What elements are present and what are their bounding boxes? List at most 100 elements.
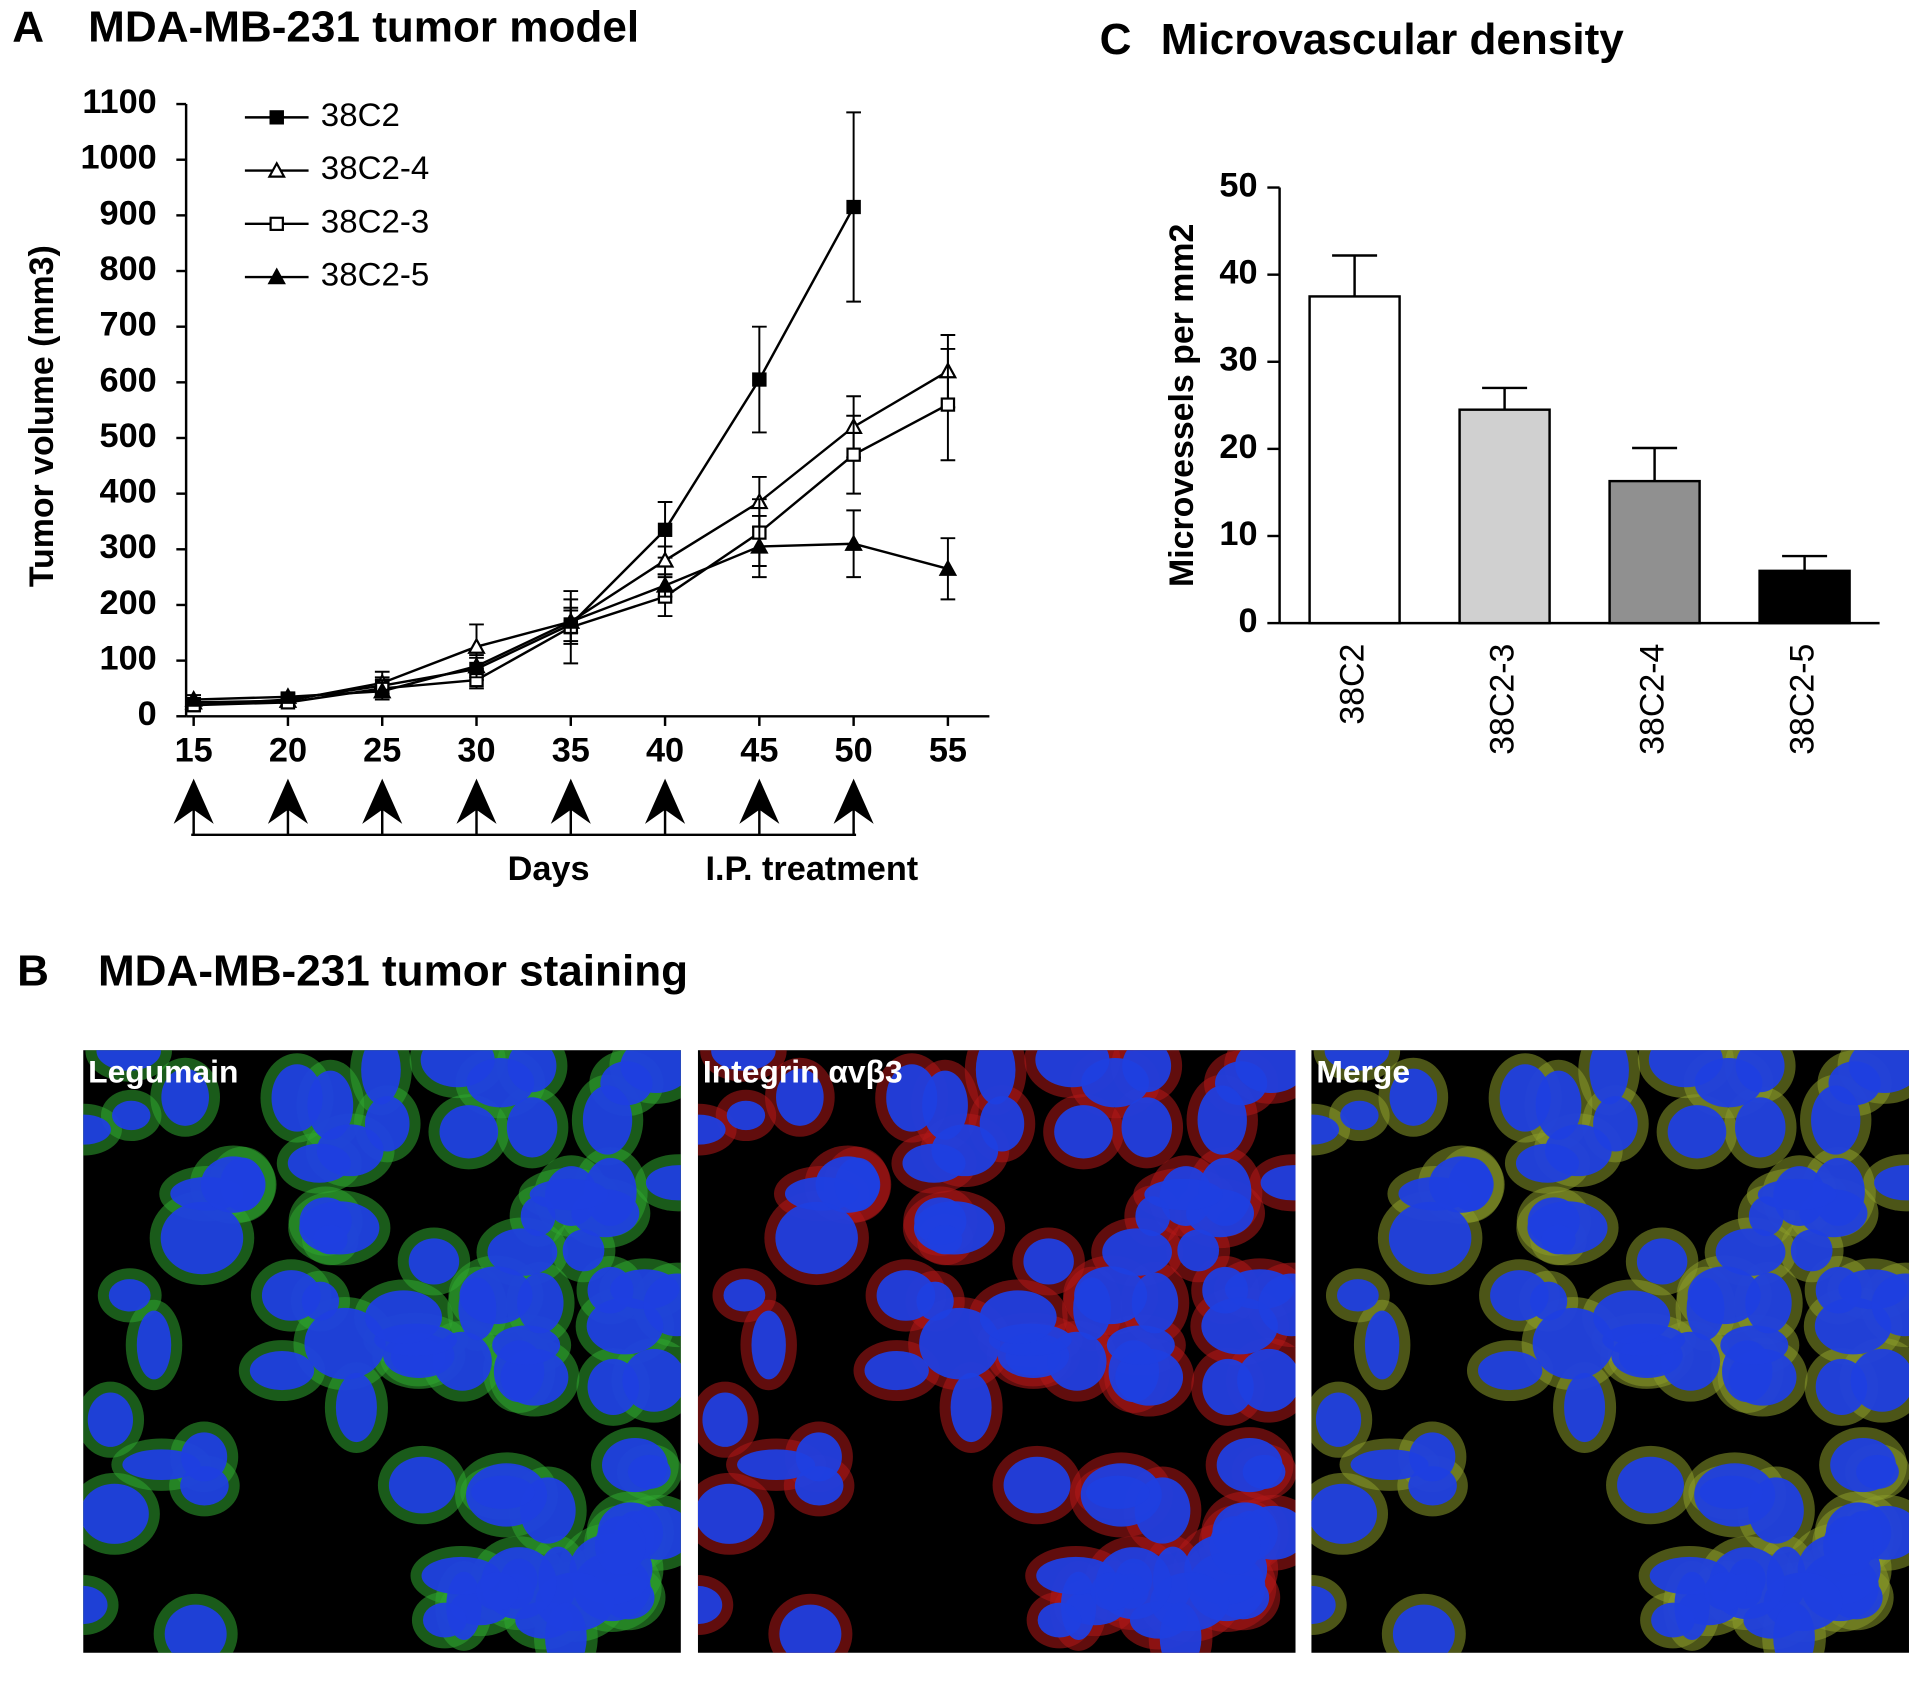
nucleus — [622, 1348, 681, 1412]
nucleus — [249, 1350, 315, 1391]
nucleus — [160, 1201, 244, 1275]
nucleus — [1122, 1050, 1172, 1093]
data-point — [750, 536, 769, 554]
nucleus — [1311, 1483, 1378, 1544]
panel-label: A — [12, 3, 44, 52]
nucleus — [1667, 1105, 1727, 1159]
x-tick-label: 20 — [269, 732, 307, 770]
nucleus — [1704, 1572, 1747, 1611]
nucleus — [1856, 1454, 1899, 1489]
nucleus — [1102, 1228, 1172, 1276]
treatment-arrow — [267, 778, 308, 835]
nucleus — [271, 1064, 323, 1132]
data-point — [940, 397, 956, 412]
micrograph — [83, 1050, 681, 1653]
nucleus — [1499, 1064, 1551, 1132]
nucleus — [886, 1064, 938, 1132]
x-tick-label: 45 — [740, 732, 778, 770]
nucleus — [1177, 1229, 1220, 1272]
treatment-arrow — [362, 778, 403, 835]
nucleus — [1340, 1100, 1379, 1131]
nucleus — [582, 1085, 633, 1155]
nucleus — [723, 1279, 766, 1312]
y-tick-label: 50 — [1219, 167, 1257, 205]
nucleus — [1074, 1266, 1148, 1325]
nucleus — [420, 1050, 495, 1088]
nucleus — [950, 1372, 992, 1443]
nucleus — [1757, 1178, 1837, 1211]
micrograph — [697, 1050, 1296, 1653]
nucleus — [697, 1483, 764, 1544]
nucleus — [87, 1392, 134, 1447]
nucleus — [1258, 1273, 1296, 1337]
data-point — [655, 575, 675, 593]
cells — [83, 1050, 681, 1653]
x-tick-label: 38C2 — [1333, 644, 1371, 725]
data-point — [844, 534, 863, 551]
nucleus — [335, 1372, 377, 1443]
nucleus — [529, 1178, 609, 1211]
nucleus — [506, 1097, 558, 1158]
nucleus — [1790, 1229, 1833, 1272]
treatment-arrow — [550, 778, 591, 835]
x-tick-label: 50 — [835, 732, 873, 770]
nucleus — [1429, 1156, 1494, 1213]
nucleus — [136, 1310, 172, 1380]
nucleus — [726, 1100, 766, 1131]
nucleus — [1144, 1178, 1223, 1211]
nucleus — [919, 1307, 1001, 1380]
error-bar — [1632, 446, 1678, 482]
x-tick-label: 38C2-4 — [1633, 644, 1671, 755]
y-tick-label: 200 — [100, 584, 157, 622]
nucleus — [902, 1143, 966, 1183]
nucleus — [439, 1105, 499, 1159]
error-bar — [1782, 554, 1828, 571]
legend-marker — [269, 110, 284, 125]
panel-title: MDA-MB-231 tumor staining — [98, 947, 688, 996]
treatment-arrow — [456, 778, 497, 835]
legend-label: 38C2-4 — [321, 149, 429, 186]
nucleus — [364, 1096, 410, 1152]
nucleus — [388, 1456, 456, 1514]
nucleus — [364, 1290, 442, 1344]
nucleus — [112, 1100, 151, 1131]
x-tick-label: 55 — [929, 732, 967, 770]
error-bar — [1482, 386, 1528, 410]
x-tick-label: 35 — [552, 732, 590, 770]
nucleus — [1651, 1602, 1695, 1638]
nucleus — [1735, 1050, 1785, 1093]
nucleus — [779, 1604, 842, 1653]
nucleus — [1388, 1201, 1472, 1275]
nucleus — [737, 1449, 816, 1481]
nucleus — [864, 1350, 929, 1391]
data-point — [938, 559, 958, 576]
treatment-arrow — [173, 778, 214, 835]
nucleus — [1350, 1449, 1429, 1481]
y-tick-label: 1000 — [80, 139, 156, 177]
nucleus — [979, 1096, 1025, 1152]
nucleus — [702, 1392, 748, 1447]
nucleus — [1085, 1475, 1150, 1509]
legend-marker — [267, 161, 286, 178]
nucleus — [1815, 1266, 1862, 1314]
nucleus — [1209, 1516, 1261, 1575]
nucleus — [1871, 1273, 1909, 1337]
nucleus — [1593, 1290, 1671, 1344]
data-point — [846, 447, 861, 462]
nucleus — [1593, 1096, 1638, 1152]
y-tick-label: 600 — [100, 361, 157, 399]
data-point — [373, 681, 392, 699]
nucleus — [408, 1238, 460, 1285]
nucleus — [492, 1325, 561, 1365]
y-tick-label: 1100 — [82, 83, 156, 121]
x-tick-label: 38C2-3 — [1483, 644, 1521, 755]
nucleus — [108, 1279, 151, 1312]
x-tick-label: 40 — [646, 732, 684, 770]
nucleus — [1242, 1454, 1286, 1489]
bar — [1608, 479, 1701, 625]
error-bar — [1332, 254, 1378, 297]
nucleus — [471, 1475, 535, 1509]
nucleus — [122, 1449, 201, 1481]
y-axis-label: Tumor volume (mm3) — [23, 245, 61, 587]
image-label: Integrin αvβ3 — [703, 1054, 903, 1090]
